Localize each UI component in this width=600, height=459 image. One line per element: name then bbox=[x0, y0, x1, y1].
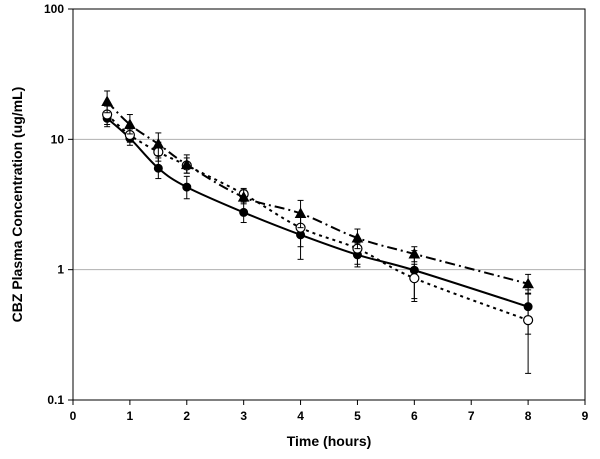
x-tick-label: 0 bbox=[70, 409, 77, 423]
data-point-filled-triangle bbox=[101, 95, 113, 107]
x-tick-label: 6 bbox=[411, 409, 418, 423]
series-filled-circle bbox=[102, 110, 533, 335]
data-point-filled-circle bbox=[239, 207, 249, 217]
series-filled-triangle bbox=[101, 90, 534, 294]
data-point-filled-triangle bbox=[180, 158, 193, 170]
x-axis-title: Time (hours) bbox=[287, 433, 372, 449]
x-axis: 0 1 2 3 4 5 6 7 8 9 bbox=[70, 400, 589, 423]
y-tick-label: 100 bbox=[44, 2, 64, 16]
x-tick-label: 8 bbox=[525, 409, 532, 423]
data-point-filled-triangle bbox=[237, 191, 250, 202]
x-tick-label: 4 bbox=[297, 409, 304, 423]
y-tick-label: 0.1 bbox=[47, 393, 64, 407]
data-point-filled-triangle bbox=[124, 118, 136, 129]
y-tick-label: 1 bbox=[57, 263, 64, 277]
y-axis-title: CBZ Plasma Concentration (ug/mL) bbox=[9, 87, 25, 323]
x-tick-label: 1 bbox=[127, 409, 134, 423]
y-tick-label: 10 bbox=[51, 132, 65, 146]
x-tick-label: 7 bbox=[468, 409, 475, 423]
x-tick-label: 9 bbox=[582, 409, 589, 423]
data-point-filled-triangle bbox=[351, 231, 364, 243]
data-point-filled-circle bbox=[153, 163, 163, 173]
x-tick-label: 3 bbox=[240, 409, 247, 423]
data-point-filled-triangle bbox=[294, 207, 307, 218]
series-line-solid bbox=[106, 117, 529, 308]
data-point-filled-triangle bbox=[522, 277, 534, 289]
x-tick-label: 2 bbox=[183, 409, 190, 423]
plot-area-frame bbox=[72, 8, 586, 401]
data-point-filled-triangle bbox=[152, 138, 165, 149]
series-open-circle bbox=[102, 105, 534, 374]
x-tick-label: 5 bbox=[354, 409, 361, 423]
data-point-open-circle bbox=[523, 315, 534, 326]
data-point-filled-triangle bbox=[408, 247, 421, 259]
series-line-dotted bbox=[106, 113, 529, 322]
data-point-open-circle bbox=[409, 273, 420, 284]
series-layer bbox=[101, 90, 534, 374]
data-point-filled-circle bbox=[182, 182, 192, 192]
y-axis: 0.1 1 10 100 bbox=[44, 2, 73, 407]
series-line-dash-dot bbox=[106, 100, 529, 285]
